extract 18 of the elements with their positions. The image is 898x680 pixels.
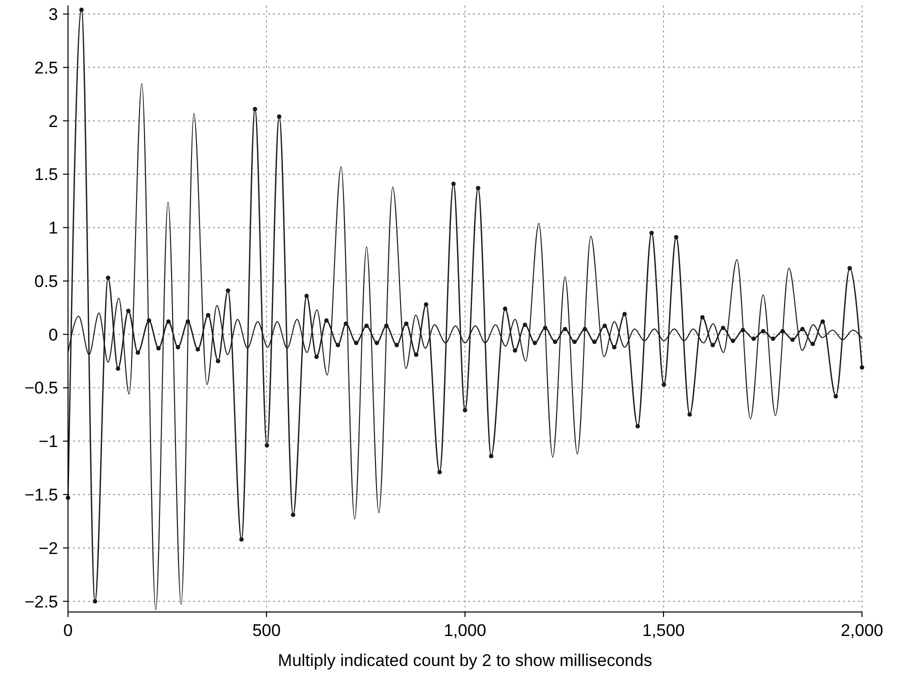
y-tick-label: −2 (38, 538, 58, 558)
x-tick-label: 0 (63, 621, 73, 640)
y-tick-label: −1.5 (24, 485, 58, 504)
x-axis-title: Multiply indicated count by 2 to show milliseconds (278, 651, 652, 670)
y-tick-label: 1 (48, 218, 58, 238)
y-tick-label: −0.5 (24, 378, 58, 398)
y-tick-label: 3 (48, 4, 58, 24)
y-tick-label: −2.5 (24, 592, 58, 612)
x-tick-label: 1,500 (642, 621, 685, 640)
y-tick-label: −1 (38, 432, 58, 452)
y-tick-label: 2.5 (34, 58, 58, 78)
y-tick-label: 1.5 (34, 165, 58, 184)
y-tick-label: 0 (48, 325, 58, 344)
x-tick-label: 1,000 (444, 621, 486, 640)
y-tick-label: 0.5 (34, 272, 58, 291)
x-tick-label: 500 (252, 621, 281, 640)
x-tick-label: 2,000 (840, 621, 884, 640)
y-tick-label: 2 (48, 112, 58, 131)
